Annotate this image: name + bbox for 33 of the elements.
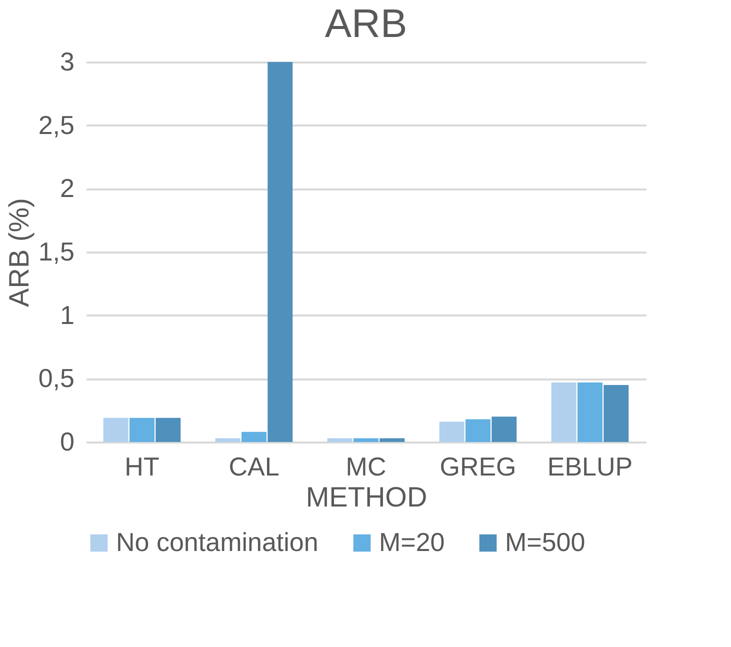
- bar: [156, 418, 181, 442]
- x-axis-title: METHOD: [306, 482, 428, 512]
- bar: [380, 438, 405, 442]
- bar: [130, 418, 154, 442]
- bar: [103, 418, 128, 442]
- bar: [215, 438, 240, 442]
- x-tick-label: MC: [346, 452, 386, 482]
- y-tick-label: 2,5: [38, 110, 74, 140]
- bar: [551, 382, 576, 442]
- x-tick-label: EBLUP: [547, 452, 633, 482]
- y-tick-label: 1,5: [38, 236, 74, 266]
- y-axis-title: ARB (%): [3, 198, 34, 307]
- chart-title: ARB: [324, 2, 408, 46]
- bar: [578, 382, 602, 442]
- bar: [466, 419, 490, 442]
- bar: [439, 422, 464, 442]
- y-tick-label: 3: [60, 46, 74, 76]
- legend-label: No contamination: [116, 527, 318, 557]
- y-tick-label: 1: [60, 300, 74, 330]
- bar: [242, 432, 266, 442]
- bar: [492, 416, 517, 442]
- y-tick-label: 0: [60, 426, 74, 456]
- legend-label: M=500: [505, 527, 586, 557]
- x-tick-label: CAL: [228, 452, 280, 482]
- y-tick-label: 0,5: [38, 363, 74, 394]
- x-tick-label: HT: [124, 452, 160, 482]
- x-tick-label: GREG: [440, 452, 516, 482]
- bar: [354, 438, 378, 442]
- y-tick-label: 2: [60, 173, 74, 204]
- bar: [604, 385, 629, 442]
- legend-label: M=20: [379, 527, 445, 557]
- bar: [327, 438, 352, 442]
- bar: [268, 62, 293, 442]
